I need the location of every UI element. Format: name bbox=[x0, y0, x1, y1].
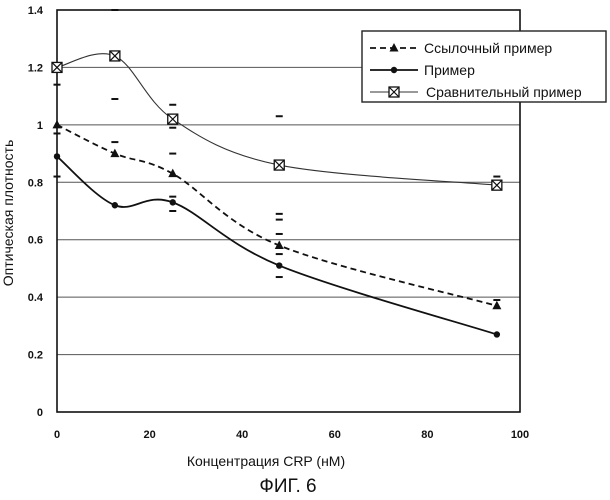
series-3-point bbox=[492, 180, 502, 190]
x-tick-label: 60 bbox=[329, 429, 341, 441]
legend-label-3: Сравнительный пример bbox=[426, 84, 582, 100]
x-tick-label: 40 bbox=[236, 429, 248, 441]
series-1-point bbox=[492, 301, 501, 310]
series-3-point bbox=[52, 62, 62, 72]
x-tick-label: 80 bbox=[421, 429, 433, 441]
series-line-1 bbox=[57, 125, 497, 306]
legend-label-1: Ссылочный пример bbox=[424, 40, 552, 56]
series-2-point bbox=[54, 153, 60, 159]
series-1-point bbox=[53, 120, 62, 129]
series-2-point bbox=[170, 199, 176, 205]
y-tick-label: 0.6 bbox=[28, 235, 43, 247]
series-2-point bbox=[494, 331, 500, 337]
x-tick-label: 0 bbox=[54, 429, 60, 441]
figure-caption: ФИГ. 6 bbox=[259, 476, 316, 497]
y-tick-label: 0.4 bbox=[28, 292, 44, 304]
series-3-point bbox=[110, 51, 120, 61]
gridlines bbox=[57, 67, 520, 354]
y-tick-label: 0.8 bbox=[28, 177, 43, 189]
legend: Ссылочный пример Пример Сравнительный прим… bbox=[362, 31, 606, 102]
y-axis-title: Оптическая плотность bbox=[0, 140, 16, 287]
x-axis-title: Концентрация CRP (нМ) bbox=[187, 453, 345, 469]
y-tick-label: 0 bbox=[37, 407, 43, 419]
y-tick-label: 1 bbox=[37, 120, 43, 132]
y-tick-label: 1.2 bbox=[28, 62, 43, 74]
legend-marker-2 bbox=[391, 67, 397, 73]
series-2-point bbox=[112, 202, 118, 208]
legend-label-2: Пример bbox=[424, 62, 475, 78]
x-tick-label: 100 bbox=[511, 429, 529, 441]
legend-marker-3 bbox=[389, 87, 399, 97]
x-tick-label: 20 bbox=[143, 429, 155, 441]
series-3-point bbox=[168, 114, 178, 124]
y-tick-label: 0.2 bbox=[28, 350, 43, 362]
series-3-point bbox=[274, 160, 284, 170]
series-2-point bbox=[276, 262, 282, 268]
y-tick-label: 1.4 bbox=[28, 5, 44, 17]
